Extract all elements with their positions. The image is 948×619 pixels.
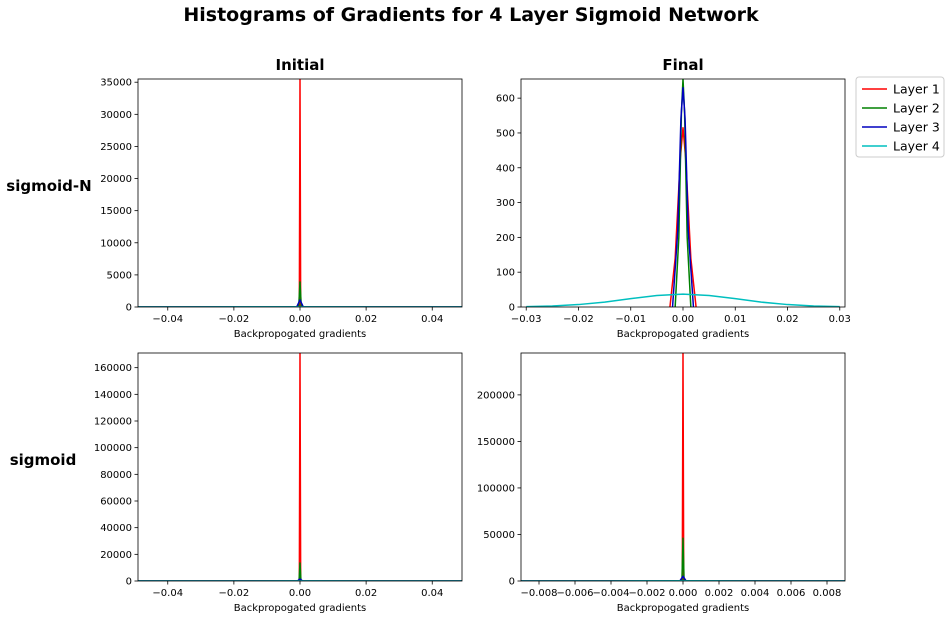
x-tick-label: −0.02 (563, 314, 594, 325)
y-tick-label: 40000 (100, 523, 132, 534)
x-tick-label: −0.02 (219, 588, 250, 599)
series-line-layer-3 (521, 575, 845, 581)
y-tick-label: 200 (496, 233, 515, 244)
x-tick-label: −0.002 (628, 588, 665, 599)
legend-entry-layer-3: Layer 3 (862, 120, 940, 135)
y-tick-label: 10000 (100, 238, 132, 249)
subplot-sigmoid-n-initial: −0.04 −0.02 0.00 0.02 0.04 0 5000 10000 15000 200… (100, 78, 463, 340)
y-tick-label: 0 (509, 303, 515, 314)
x-axis-label: Backpropogated gradients (617, 329, 750, 340)
y-tick-label: 500 (496, 128, 515, 139)
legend-entry-layer-2: Layer 2 (862, 101, 940, 116)
series-line-layer-4 (526, 293, 840, 307)
x-tick-label: 0.008 (813, 588, 842, 599)
x-tick-label: −0.04 (152, 588, 183, 599)
legend-entry-layer-1: Layer 1 (862, 82, 940, 97)
y-tick-label: 150000 (477, 437, 515, 448)
y-tick-label: 80000 (100, 470, 132, 481)
legend-label: Layer 1 (893, 82, 940, 97)
x-tick-label: 0.000 (669, 588, 698, 599)
plot-area (521, 353, 845, 581)
row-label-sigmoid: sigmoid (10, 451, 77, 469)
legend-frame (855, 76, 945, 158)
x-tick-label: 0.00 (289, 588, 311, 599)
x-tick-label: 0.004 (741, 588, 770, 599)
y-tick-label: 60000 (100, 497, 132, 508)
y-tick-label: 100000 (477, 483, 515, 494)
figure-title: Histograms of Gradients for 4 Layer Sigm… (183, 4, 759, 26)
x-tick-label: 0.02 (355, 314, 377, 325)
series-line-layer-2 (521, 537, 845, 581)
y-tick-label: 5000 (107, 270, 132, 281)
subplot-grid: −0.04 −0.02 0.00 0.02 0.04050001000015000200… (94, 78, 851, 614)
y-tick-label: 140000 (94, 390, 132, 401)
x-tick-label: 0.006 (777, 588, 806, 599)
y-tick-label: 35000 (100, 78, 132, 89)
x-tick-label: 0.04 (421, 314, 443, 325)
x-tick-label: 0.00 (289, 314, 311, 325)
y-tick-label: 160000 (94, 363, 132, 374)
plot-area (526, 79, 840, 307)
x-tick-label: 0.00 (672, 314, 694, 325)
y-tick-label: 20000 (100, 550, 132, 561)
legend-entry-layer-4: Layer 4 (862, 139, 940, 154)
x-tick-label: 0.02 (776, 314, 798, 325)
y-tick-label: 20000 (100, 174, 132, 185)
x-tick-label: 0.03 (829, 314, 851, 325)
series-line-layer-2 (138, 562, 462, 581)
y-tick-label: 0 (126, 303, 132, 314)
x-tick-label: −0.008 (520, 588, 557, 599)
x-tick-label: 0.02 (355, 588, 377, 599)
series-line-layer-2 (138, 281, 462, 307)
plot-area (138, 353, 462, 581)
column-title-final: Final (662, 56, 703, 74)
y-tick-label: 300 (496, 198, 515, 209)
series-line-layer-1 (138, 79, 462, 307)
y-tick-label: 100000 (94, 443, 132, 454)
subplot-sigmoid-final: −0.008−0.006−0.004−0.002 0.000 0.002 0.004 0… (477, 352, 846, 614)
x-tick-label: −0.006 (556, 588, 593, 599)
y-tick-label: 0 (126, 577, 132, 588)
axes-frame (520, 78, 846, 308)
x-tick-label: 0.04 (421, 588, 443, 599)
y-tick-label: 400 (496, 163, 515, 174)
legend-label: Layer 2 (893, 101, 940, 116)
legend-label: Layer 3 (893, 120, 940, 135)
y-tick-label: 100 (496, 268, 515, 279)
y-tick-label: 200000 (477, 390, 515, 401)
x-tick-label: −0.04 (152, 314, 183, 325)
subplot-sigmoid-n-final: −0.03 −0.02 −0.01 0.00 0.01 0.02 0.03 0 100 200 30… (496, 78, 851, 340)
x-axis-label: Backpropogated gradients (234, 329, 367, 340)
y-tick-label: 50000 (483, 530, 515, 541)
series-line-layer-1 (138, 353, 462, 581)
subplot-sigmoid-initial: −0.04 −0.02 0.00 0.02 0.04 0 20000 40000 60000 80… (94, 352, 463, 614)
x-tick-label: −0.03 (511, 314, 542, 325)
legend-label: Layer 4 (893, 139, 940, 154)
y-tick-label: 25000 (100, 142, 132, 153)
row-label-sigmoid-n: sigmoid-N (6, 177, 91, 195)
x-axis-label: Backpropogated gradients (234, 603, 367, 614)
y-tick-label: 600 (496, 94, 515, 105)
series-line-layer-3 (138, 578, 462, 581)
x-tick-label: 0.01 (724, 314, 746, 325)
x-tick-label: −0.01 (615, 314, 646, 325)
x-tick-label: −0.02 (219, 314, 250, 325)
y-tick-label: 0 (509, 577, 515, 588)
x-tick-label: 0.002 (705, 588, 734, 599)
series-line-layer-3 (138, 299, 462, 307)
x-axis-label: Backpropogated gradients (617, 603, 750, 614)
y-tick-label: 120000 (94, 417, 132, 428)
y-tick-label: 15000 (100, 206, 132, 217)
series-line-layer-3 (671, 86, 695, 307)
y-tick-label: 30000 (100, 110, 132, 121)
series-line-layer-2 (674, 79, 692, 307)
legend: Layer 1 Layer 2 Layer 3 Layer 4 (855, 76, 945, 158)
x-tick-label: −0.004 (592, 588, 629, 599)
column-title-initial: Initial (276, 56, 325, 74)
plot-area (138, 79, 462, 307)
